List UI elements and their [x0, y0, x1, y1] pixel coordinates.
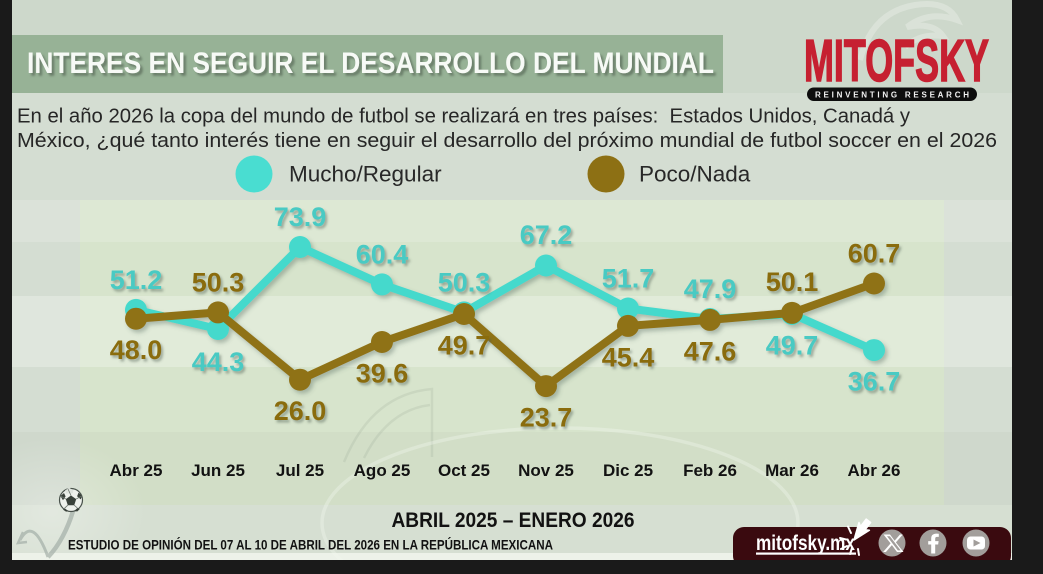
svg-text:49.7: 49.7	[438, 331, 491, 361]
svg-text:60.4: 60.4	[356, 240, 409, 270]
svg-text:26.0: 26.0	[274, 396, 327, 426]
svg-text:Mar 26: Mar 26	[765, 461, 819, 480]
svg-text:50.3: 50.3	[438, 268, 491, 298]
svg-text:Oct 25: Oct 25	[438, 461, 490, 480]
svg-text:Nov 25: Nov 25	[518, 461, 574, 480]
svg-text:23.7: 23.7	[520, 403, 573, 433]
svg-text:Ago 25: Ago 25	[354, 461, 411, 480]
svg-text:Jun 25: Jun 25	[191, 461, 245, 480]
svg-text:Abr 25: Abr 25	[110, 461, 163, 480]
svg-text:47.6: 47.6	[684, 337, 737, 367]
svg-text:45.4: 45.4	[602, 343, 655, 373]
svg-text:INTERES EN SEGUIR EL DESARROLL: INTERES EN SEGUIR EL DESARROLLO DEL MUND…	[27, 47, 714, 80]
svg-text:73.9: 73.9	[274, 202, 327, 232]
svg-text:Dic 25: Dic 25	[603, 461, 653, 480]
svg-text:67.2: 67.2	[520, 220, 573, 250]
svg-text:51.7: 51.7	[602, 264, 655, 294]
svg-text:ABRIL 2025 – ENERO 2026: ABRIL 2025 – ENERO 2026	[392, 509, 635, 532]
svg-text:REINVENTING RESEARCH: REINVENTING RESEARCH	[815, 91, 969, 100]
svg-text:Poco/Nada: Poco/Nada	[639, 162, 751, 187]
svg-text:Jul 25: Jul 25	[276, 461, 324, 480]
svg-text:México, ¿qué tanto interés tie: México, ¿qué tanto interés tiene en segu…	[17, 129, 997, 152]
svg-text:Mucho/Regular: Mucho/Regular	[289, 162, 442, 187]
svg-text:51.2: 51.2	[110, 265, 163, 295]
svg-text:En el año 2026 la copa del mun: En el año 2026 la copa del mundo de futb…	[17, 105, 911, 128]
svg-text:50.1: 50.1	[766, 267, 819, 297]
svg-text:47.9: 47.9	[684, 274, 737, 304]
svg-text:48.0: 48.0	[110, 335, 163, 365]
svg-text:50.3: 50.3	[192, 268, 245, 298]
svg-text:60.7: 60.7	[848, 239, 901, 269]
svg-text:Feb 26: Feb 26	[683, 461, 737, 480]
svg-text:Abr 26: Abr 26	[848, 461, 901, 480]
svg-text:mitofsky.mx: mitofsky.mx	[756, 531, 855, 555]
svg-text:39.6: 39.6	[356, 359, 409, 389]
svg-text:ESTUDIO DE OPINIÓN DEL 07 AL 1: ESTUDIO DE OPINIÓN DEL 07 AL 10 DE ABRIL…	[68, 536, 553, 553]
svg-text:44.3: 44.3	[192, 347, 245, 377]
svg-text:36.7: 36.7	[848, 367, 901, 397]
svg-text:MITOFSKY: MITOFSKY	[804, 28, 989, 94]
svg-text:49.7: 49.7	[766, 331, 819, 361]
